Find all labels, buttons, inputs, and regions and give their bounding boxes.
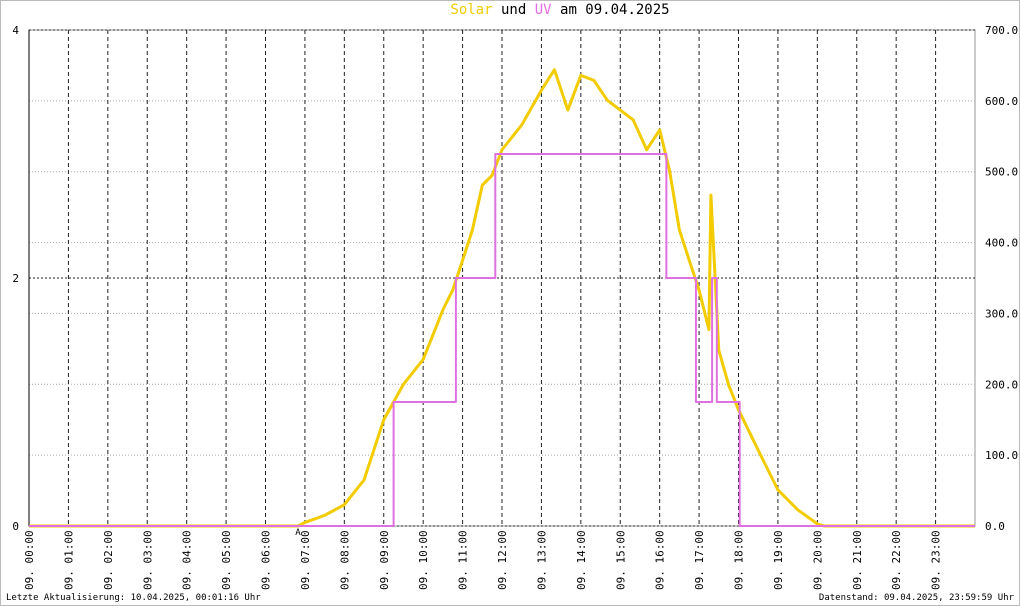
x-tick-label: 09. 09:00 (378, 530, 391, 590)
title-uv: UV (535, 2, 552, 18)
title-date: am 09.04.2025 (560, 2, 670, 18)
x-tick-label: 09. 20:00 (811, 530, 824, 590)
y2-tick-label: 100.0 (985, 449, 1018, 462)
footer-left: Letzte Aktualisierung: 10.04.2025, 00:01… (6, 593, 261, 603)
y-tick-label: 2 (12, 272, 19, 285)
y2-tick-label: 0.0 (985, 520, 1005, 533)
y2-tick-label: 700.0 (985, 24, 1018, 37)
x-tick-label: 09. 07:00 (299, 530, 312, 590)
data-line (29, 153, 975, 527)
y-tick-label: 0 (12, 520, 19, 533)
x-tick-label: 09. 19:00 (772, 530, 785, 590)
x-tick-label: 09. 18:00 (733, 530, 746, 590)
x-tick-label: 09. 11:00 (457, 530, 470, 590)
x-tick-label: 09. 08:00 (338, 530, 351, 590)
x-tick-label: 09. 17:00 (693, 530, 706, 590)
y2-tick-label: 300.0 (985, 307, 1018, 320)
x-tick-label: 09. 04:00 (181, 530, 194, 590)
y-tick-label: 4 (12, 24, 19, 37)
title-connector: und (501, 2, 526, 18)
x-tick-label: 09. 22:00 (890, 530, 903, 590)
x-tick-label: 09. 14:00 (575, 530, 588, 590)
x-tick-label: 09. 21:00 (851, 530, 864, 590)
x-tick-label: 09. 10:00 (417, 530, 430, 590)
data-line (29, 68, 975, 528)
x-tick-label: 09. 15:00 (614, 530, 627, 590)
chart-title: Solar und UV am 09.04.2025 (450, 2, 669, 18)
y2-tick-label: 600.0 (985, 95, 1018, 108)
y2-tick-label: 200.0 (985, 378, 1018, 391)
x-tick-label: 09. 12:00 (496, 530, 509, 590)
y2-tick-label: 500.0 (985, 166, 1018, 179)
x-tick-label: 09. 01:00 (62, 530, 75, 590)
x-tick-label: 09. 16:00 (654, 530, 667, 590)
annotation: A (295, 528, 301, 538)
x-tick-label: 09. 02:00 (102, 530, 115, 590)
title-solar: Solar (450, 2, 492, 18)
x-tick-label: 09. 00:00 (23, 530, 36, 590)
y2-tick-label: 400.0 (985, 237, 1018, 250)
x-tick-label: 09. 23:00 (930, 530, 943, 590)
x-tick-label: 09. 03:00 (141, 530, 154, 590)
x-tick-label: 09. 13:00 (535, 530, 548, 590)
footer-right: Datenstand: 09.04.2025, 23:59:59 Uhr (819, 593, 1015, 603)
x-tick-label: 09. 05:00 (220, 530, 233, 590)
x-tick-label: 09. 06:00 (260, 530, 273, 590)
